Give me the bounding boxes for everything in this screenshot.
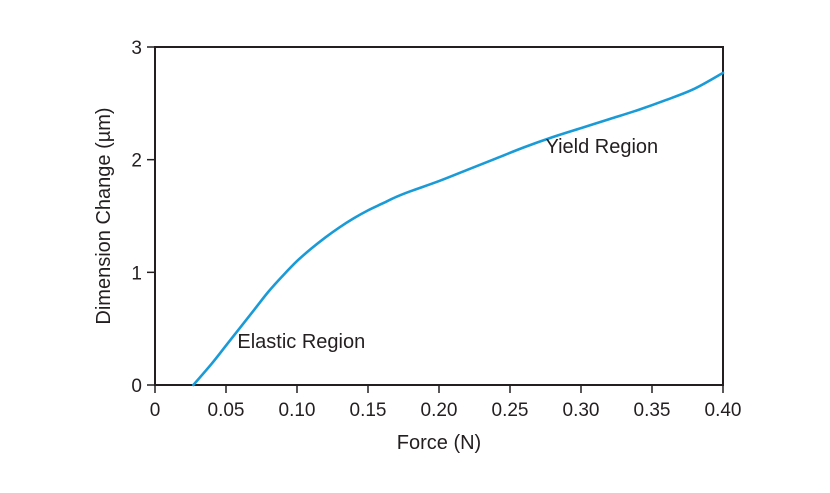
y-tick-label: 0 [131, 376, 142, 397]
x-tick-label: 0.10 [279, 400, 316, 421]
x-ticks: 0 0.05 0.10 0.15 0.20 0.25 0.30 0.35 0.40 [150, 385, 742, 421]
y-ticks: 0 1 2 3 [131, 38, 155, 397]
series-line [192, 71, 725, 387]
x-axis-title: Force (N) [397, 432, 481, 454]
y-axis-title: Dimension Change (µm) [93, 107, 115, 324]
annotation-elastic-region: Elastic Region [237, 331, 365, 353]
x-tick-label: 0.40 [705, 400, 742, 421]
y-tick-label: 3 [131, 38, 142, 59]
x-tick-label: 0.35 [634, 400, 671, 421]
x-tick-label: 0.30 [563, 400, 600, 421]
y-tick-label: 2 [131, 151, 142, 172]
x-tick-label: 0.20 [421, 400, 458, 421]
x-tick-label: 0.15 [350, 400, 387, 421]
x-tick-label: 0.25 [492, 400, 529, 421]
y-tick-label: 1 [131, 263, 142, 284]
x-tick-label: 0.05 [208, 400, 245, 421]
annotation-yield-region: Yield Region [546, 136, 659, 158]
x-tick-label: 0 [150, 400, 161, 421]
